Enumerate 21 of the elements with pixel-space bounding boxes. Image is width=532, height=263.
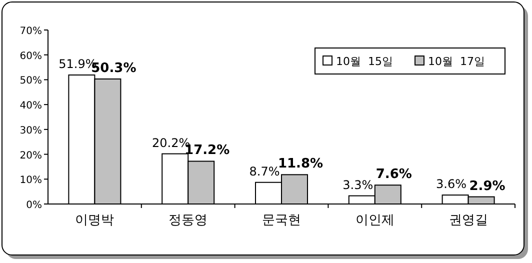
y-tick-label: 50%: [20, 76, 42, 87]
y-tick-label: 30%: [20, 125, 42, 136]
data-label: 7.6%: [376, 167, 412, 182]
y-tick-label: 10%: [20, 175, 42, 186]
x-tick-label: 이인제: [355, 213, 394, 228]
y-tick-label: 20%: [20, 150, 42, 162]
legend-label: 10월 15일: [336, 55, 393, 68]
x-tick-label: 정동영: [168, 213, 208, 228]
y-tick-label: 60%: [20, 50, 42, 62]
x-tick-label: 권영길: [448, 213, 488, 228]
x-tick-label: 문국현: [262, 213, 301, 228]
data-label: 8.7%: [249, 164, 280, 178]
data-label: 3.3%: [342, 178, 374, 192]
y-tick-label: 40%: [20, 100, 42, 112]
y-tick-label: 70%: [20, 26, 42, 37]
y-tick-label: 0%: [26, 200, 42, 211]
data-label: 2.9%: [469, 178, 506, 194]
data-label: 11.8%: [278, 156, 324, 172]
legend-label: 10월 17일: [428, 55, 485, 68]
data-label: 3.6%: [436, 177, 467, 192]
x-tick-label: 이명박: [75, 213, 114, 228]
